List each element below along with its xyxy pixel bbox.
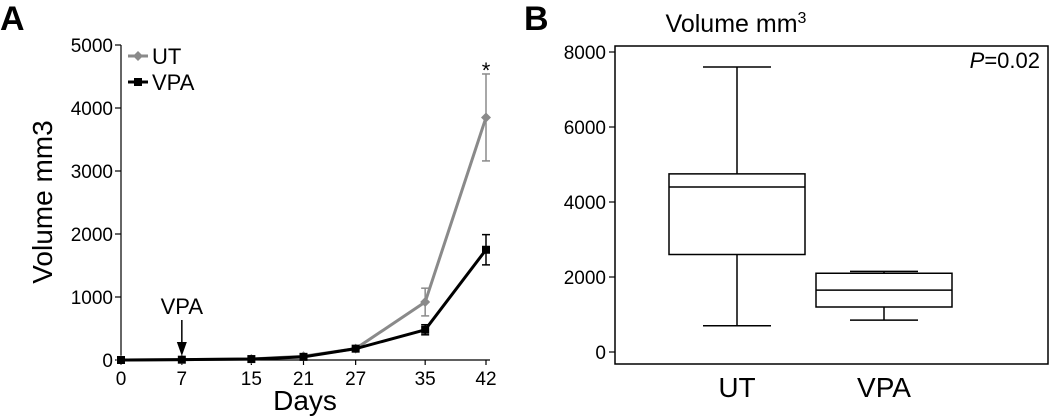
data-point (351, 344, 360, 353)
data-point (421, 325, 430, 334)
significance-asterisk: * (482, 58, 491, 83)
x-tick-label: 0 (116, 369, 127, 390)
y-tick-label: 4000 (71, 99, 113, 120)
x-category-label: UT (718, 372, 755, 403)
y-tick-label: 2000 (564, 268, 606, 289)
y-tick-label: 0 (102, 351, 113, 372)
data-point (247, 355, 256, 364)
p-value-number: =0.02 (984, 48, 1040, 73)
panel-b-letter: B (524, 0, 549, 38)
data-point (299, 352, 308, 361)
x-tick-label: 15 (241, 369, 262, 390)
box-iqr (668, 173, 806, 256)
panel-a-series: VPA * (116, 58, 491, 365)
y-tick-label: 5000 (71, 36, 113, 57)
data-point (420, 297, 431, 308)
y-tick-label: 3000 (71, 162, 113, 183)
x-category-label: VPA (857, 372, 911, 403)
data-point (177, 355, 186, 364)
data-point (481, 112, 491, 123)
legend-marker (134, 78, 142, 86)
panel-b-title: Volume mm3 (666, 10, 807, 38)
x-tick-label: 21 (293, 369, 314, 390)
panel-a: A 0 1000 2000 3000 4000 5000 0 7 15 21 27 35 42 VPA *… (0, 0, 497, 416)
p-value-label: P (970, 48, 985, 73)
panel-a-letter: A (0, 0, 25, 38)
vpa-treatment-label: VPA (161, 294, 204, 319)
data-point (482, 245, 490, 254)
panel-b-title-main: Volume mm (666, 10, 798, 38)
panel-a-y-axis-label: Volume mm3 (27, 120, 58, 283)
y-tick-label: 2000 (71, 225, 113, 246)
panel-b-axes: 0 2000 4000 6000 8000 (564, 43, 1049, 365)
y-tick-label: 4000 (564, 193, 606, 214)
y-tick-label: 1000 (71, 288, 113, 309)
x-tick-label: 27 (345, 369, 366, 390)
panel-a-axes: 0 1000 2000 3000 4000 5000 0 7 15 21 27 35 42 (71, 36, 497, 390)
panel-b-title-superscript: 3 (798, 10, 807, 27)
x-tick-label: 35 (415, 369, 436, 390)
legend-label: VPA (152, 70, 195, 95)
p-value-annotation: P=0.02 (970, 48, 1040, 73)
y-tick-label: 6000 (564, 118, 606, 139)
panel-b-boxes: UT VPA (668, 66, 953, 403)
panel-b-frame (614, 45, 1049, 365)
panel-b: B Volume mm3 0 2000 4000 6000 8000 UT VPA P=0… (524, 0, 1049, 403)
x-tick-label: 42 (475, 369, 496, 390)
panel-a-x-axis-label: Days (273, 385, 337, 416)
y-tick-label: 8000 (564, 43, 606, 64)
x-tick-label: 7 (177, 369, 188, 390)
legend-marker (133, 51, 143, 61)
treatment-arrow-head (176, 342, 187, 356)
legend-label: UT (152, 44, 181, 69)
data-point (117, 356, 125, 364)
y-tick-label: 0 (595, 343, 606, 364)
